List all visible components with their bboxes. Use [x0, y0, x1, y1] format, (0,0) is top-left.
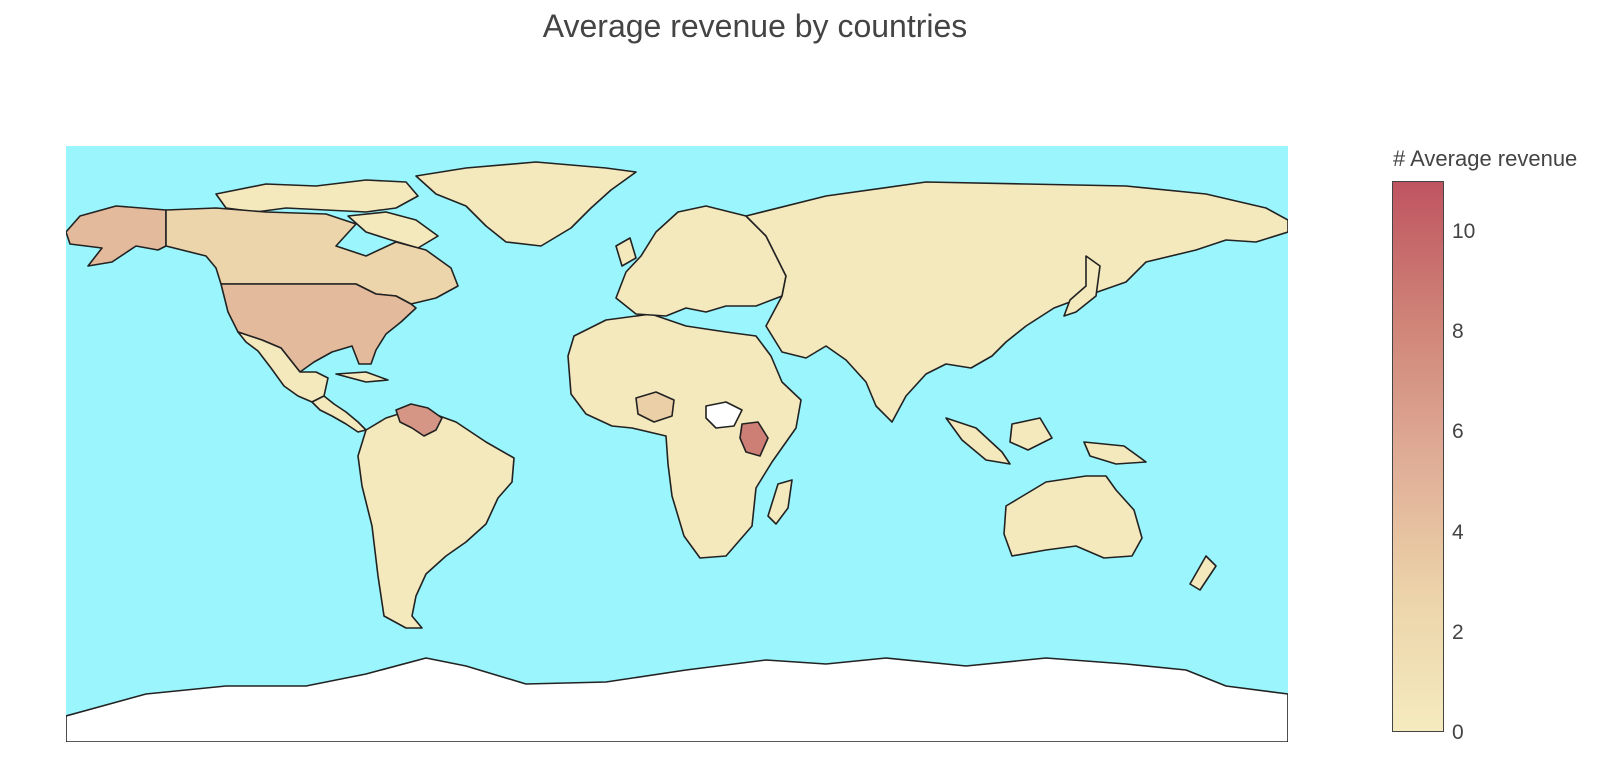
asia[interactable] [745, 181, 1288, 423]
australia[interactable] [1003, 475, 1143, 559]
colorbar-tick-label: 4 [1452, 520, 1464, 544]
baffin-island[interactable] [347, 211, 439, 249]
colorbar-tick-label: 2 [1452, 620, 1464, 644]
colorbar-tick-label: 10 [1452, 220, 1476, 244]
venezuela[interactable] [395, 403, 443, 437]
south-america[interactable] [357, 409, 515, 629]
alaska[interactable] [66, 205, 167, 267]
southeast-asia-islands[interactable] [945, 417, 1011, 465]
colorbar-tick-label: 0 [1452, 721, 1464, 744]
colorbar [1392, 181, 1444, 732]
colorbar-tick-label: 8 [1452, 320, 1464, 344]
madagascar[interactable] [767, 479, 793, 525]
canada[interactable] [165, 207, 459, 305]
british-isles[interactable] [615, 237, 637, 267]
japan[interactable] [1063, 255, 1101, 317]
new-zealand[interactable] [1189, 555, 1217, 591]
south-sudan[interactable] [705, 401, 743, 429]
colorbar-title: # Average revenue [1393, 146, 1578, 171]
world-map[interactable] [66, 146, 1288, 742]
greenland[interactable] [415, 161, 637, 247]
new-guinea[interactable] [1083, 441, 1147, 465]
antarctica[interactable] [66, 657, 1288, 742]
kenya[interactable] [739, 421, 769, 457]
nigeria[interactable] [635, 391, 675, 423]
colorbar-tick-label: 6 [1452, 420, 1464, 444]
chart-title: Average revenue by countries [542, 8, 968, 44]
africa[interactable] [567, 313, 802, 559]
borneo[interactable] [1009, 417, 1053, 451]
cuba[interactable] [335, 371, 389, 383]
